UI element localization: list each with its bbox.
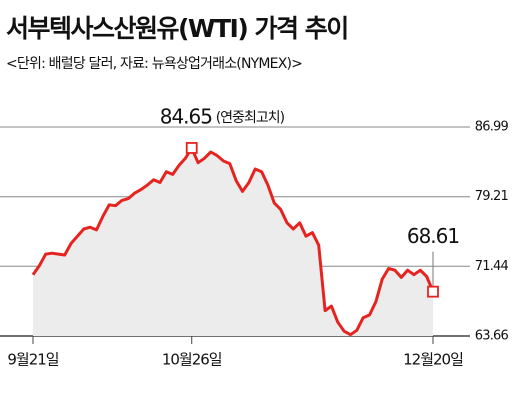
value-label: 68.61: [407, 224, 459, 248]
y-tick-label: 86.99: [475, 120, 509, 135]
y-tick-label: 71.44: [475, 259, 509, 274]
marker: [185, 142, 198, 154]
value-label: 84.65: [160, 104, 212, 128]
chart-title: 서부텍사스산원유(WTI) 가격 추이: [6, 14, 348, 43]
x-tick-label: 12월20일: [403, 351, 463, 369]
line: [31, 146, 435, 337]
x-tick-label: 10월26일: [162, 351, 222, 369]
x-tick-label: 9월21일: [7, 351, 58, 369]
annotation: (연중최고치): [216, 110, 285, 126]
marker: [427, 285, 439, 298]
chart-subtitle: <단위: 배럴당 달러, 자료: 뉴욕상업거래소(NYMEX)>: [6, 56, 302, 72]
y-tick-label: 79.21: [475, 189, 509, 204]
y-tick-label: 63.66: [475, 329, 509, 344]
